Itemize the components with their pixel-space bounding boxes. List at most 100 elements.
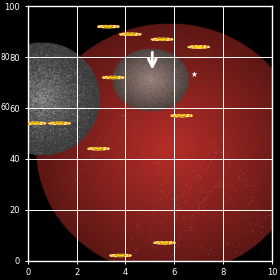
Circle shape bbox=[31, 123, 39, 124]
Circle shape bbox=[56, 123, 63, 124]
Ellipse shape bbox=[98, 26, 105, 27]
Ellipse shape bbox=[98, 149, 102, 150]
Ellipse shape bbox=[155, 38, 160, 39]
Ellipse shape bbox=[108, 27, 112, 28]
Ellipse shape bbox=[198, 47, 202, 48]
Ellipse shape bbox=[168, 242, 175, 243]
Ellipse shape bbox=[115, 76, 121, 77]
Ellipse shape bbox=[166, 243, 172, 244]
Ellipse shape bbox=[164, 38, 169, 39]
Ellipse shape bbox=[181, 116, 185, 117]
Ellipse shape bbox=[130, 33, 134, 34]
Ellipse shape bbox=[186, 115, 193, 116]
Ellipse shape bbox=[52, 123, 57, 124]
Ellipse shape bbox=[132, 34, 138, 35]
Ellipse shape bbox=[31, 122, 36, 123]
Ellipse shape bbox=[101, 149, 106, 150]
Ellipse shape bbox=[169, 242, 176, 243]
Ellipse shape bbox=[191, 46, 197, 47]
Circle shape bbox=[161, 242, 168, 243]
Ellipse shape bbox=[97, 26, 104, 27]
Circle shape bbox=[117, 255, 124, 256]
Ellipse shape bbox=[189, 47, 195, 48]
Ellipse shape bbox=[104, 27, 109, 28]
Ellipse shape bbox=[178, 116, 182, 117]
Ellipse shape bbox=[202, 46, 209, 47]
Ellipse shape bbox=[59, 122, 63, 123]
Ellipse shape bbox=[123, 33, 128, 34]
Ellipse shape bbox=[37, 122, 43, 123]
Ellipse shape bbox=[52, 122, 57, 123]
Ellipse shape bbox=[202, 47, 209, 48]
Ellipse shape bbox=[189, 46, 195, 47]
Ellipse shape bbox=[28, 122, 33, 123]
Ellipse shape bbox=[120, 256, 124, 257]
Ellipse shape bbox=[123, 34, 128, 35]
Circle shape bbox=[105, 26, 112, 27]
Ellipse shape bbox=[102, 148, 109, 149]
Ellipse shape bbox=[164, 243, 168, 244]
Ellipse shape bbox=[61, 123, 67, 124]
Ellipse shape bbox=[113, 76, 117, 77]
Ellipse shape bbox=[108, 25, 112, 26]
Ellipse shape bbox=[154, 242, 161, 243]
Ellipse shape bbox=[127, 33, 131, 34]
Ellipse shape bbox=[56, 122, 60, 123]
Text: 60: 60 bbox=[1, 104, 11, 113]
Text: 80: 80 bbox=[1, 53, 11, 62]
Ellipse shape bbox=[120, 34, 127, 35]
Ellipse shape bbox=[157, 243, 163, 244]
Circle shape bbox=[158, 39, 166, 40]
Ellipse shape bbox=[158, 40, 163, 41]
Ellipse shape bbox=[125, 255, 132, 256]
Ellipse shape bbox=[37, 123, 43, 124]
Ellipse shape bbox=[158, 38, 163, 39]
Ellipse shape bbox=[95, 149, 99, 150]
Ellipse shape bbox=[49, 123, 56, 124]
Ellipse shape bbox=[91, 149, 97, 150]
Ellipse shape bbox=[191, 47, 197, 48]
Ellipse shape bbox=[134, 34, 140, 35]
Ellipse shape bbox=[63, 123, 69, 124]
Ellipse shape bbox=[112, 26, 118, 27]
Ellipse shape bbox=[106, 76, 111, 77]
Ellipse shape bbox=[109, 255, 116, 256]
Ellipse shape bbox=[25, 123, 32, 124]
Circle shape bbox=[178, 115, 185, 116]
Ellipse shape bbox=[132, 33, 138, 34]
Ellipse shape bbox=[28, 123, 33, 124]
Ellipse shape bbox=[39, 123, 45, 124]
Text: ★: ★ bbox=[190, 71, 197, 80]
Ellipse shape bbox=[102, 77, 109, 78]
Circle shape bbox=[109, 77, 117, 78]
Ellipse shape bbox=[117, 254, 121, 255]
Ellipse shape bbox=[102, 148, 110, 149]
Ellipse shape bbox=[185, 115, 192, 116]
Ellipse shape bbox=[87, 148, 95, 149]
Ellipse shape bbox=[201, 46, 206, 47]
Ellipse shape bbox=[117, 77, 124, 78]
Circle shape bbox=[195, 46, 202, 47]
Ellipse shape bbox=[109, 78, 114, 79]
Ellipse shape bbox=[195, 47, 199, 48]
Ellipse shape bbox=[162, 40, 166, 41]
Ellipse shape bbox=[201, 47, 206, 48]
Ellipse shape bbox=[61, 122, 67, 123]
Ellipse shape bbox=[109, 76, 114, 77]
Circle shape bbox=[95, 148, 102, 149]
Ellipse shape bbox=[161, 243, 165, 244]
Ellipse shape bbox=[120, 254, 124, 255]
Ellipse shape bbox=[104, 25, 109, 26]
Ellipse shape bbox=[34, 122, 39, 123]
Ellipse shape bbox=[152, 39, 158, 40]
Ellipse shape bbox=[171, 115, 178, 116]
Ellipse shape bbox=[112, 26, 119, 27]
Ellipse shape bbox=[153, 242, 160, 243]
Circle shape bbox=[127, 34, 134, 35]
Ellipse shape bbox=[162, 38, 166, 39]
Ellipse shape bbox=[88, 148, 95, 149]
Ellipse shape bbox=[171, 115, 178, 116]
Ellipse shape bbox=[117, 256, 121, 257]
Ellipse shape bbox=[165, 39, 172, 40]
Ellipse shape bbox=[113, 78, 117, 79]
